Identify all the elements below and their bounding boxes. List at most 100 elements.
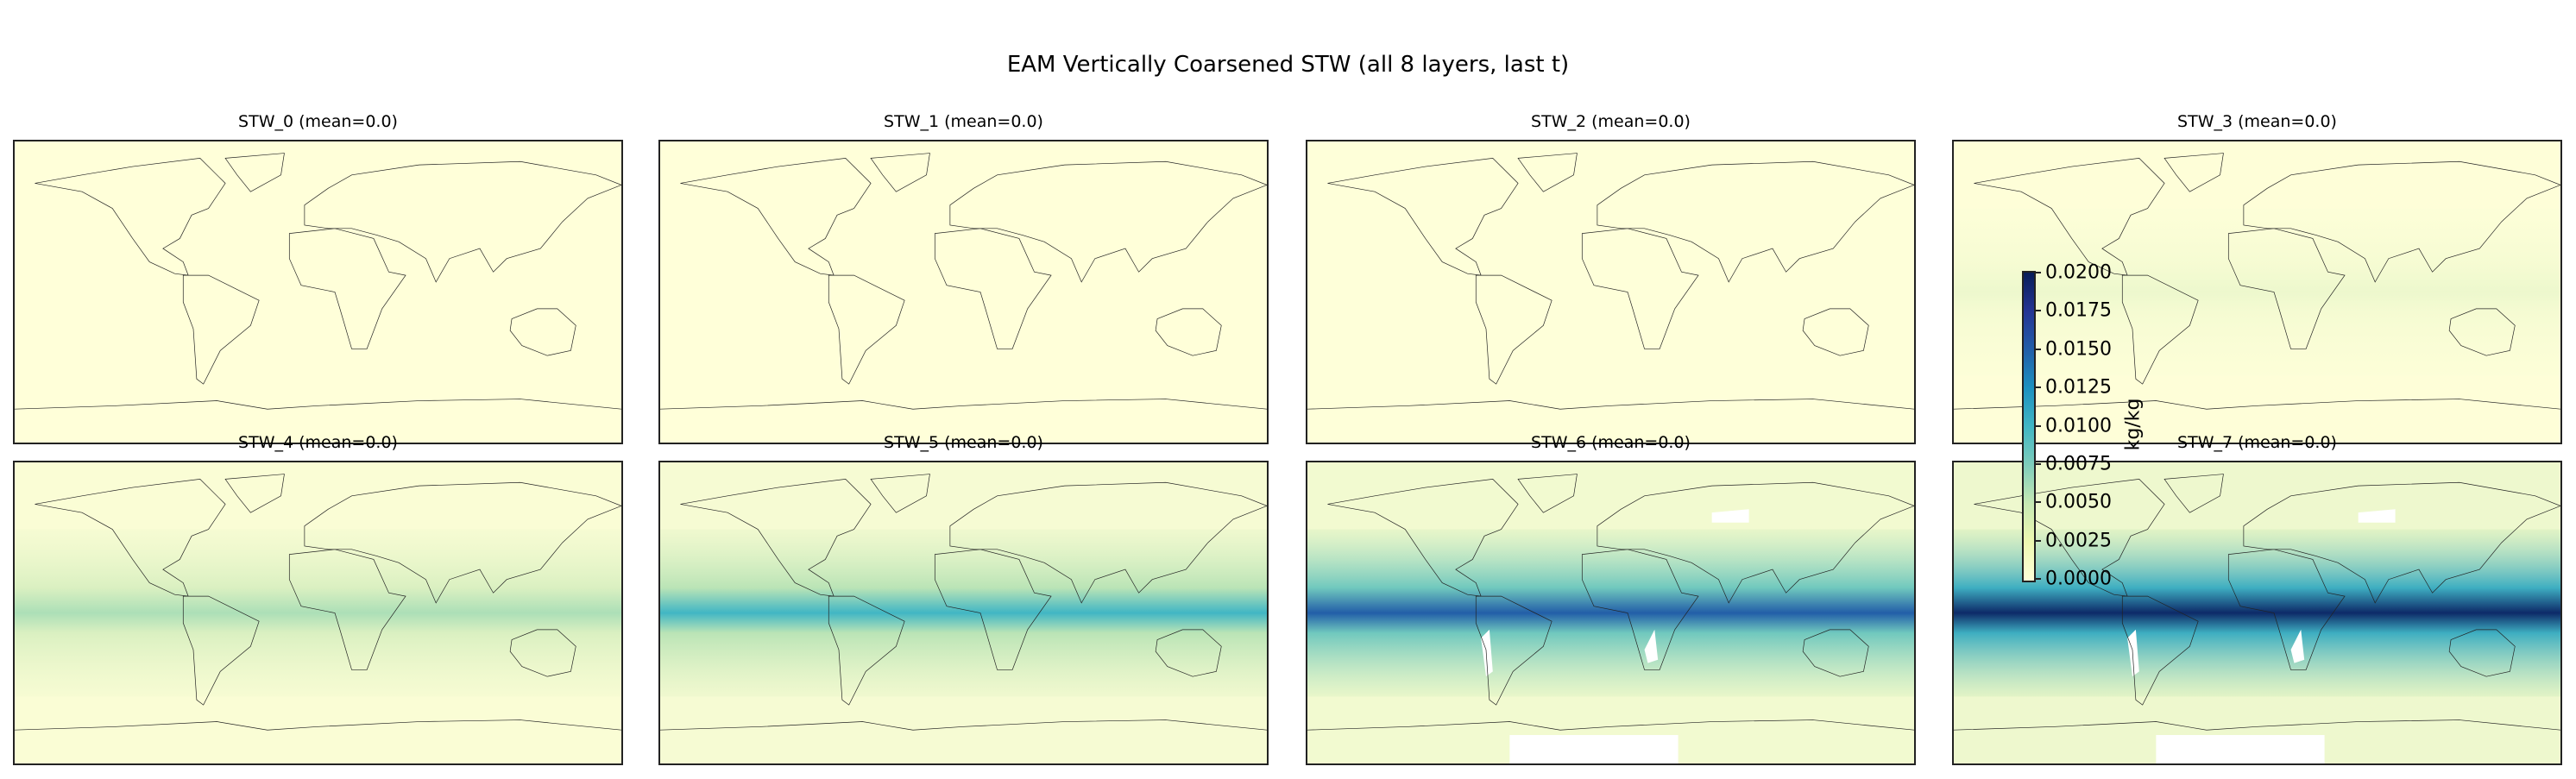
background-field bbox=[15, 141, 621, 443]
map-canvas bbox=[1307, 462, 1914, 763]
colorbar-tick-label: 0.0200 bbox=[2045, 261, 2112, 284]
coastline bbox=[304, 481, 621, 604]
coastline bbox=[1475, 595, 1553, 706]
colorbar-tick bbox=[2034, 462, 2041, 465]
map-canvas bbox=[15, 141, 621, 443]
colorbar-tick bbox=[2034, 348, 2041, 350]
colorbar-tick-label: 0.0050 bbox=[2045, 491, 2112, 513]
map-panel-stw-6: STW_6 (mean=0.0) bbox=[1306, 433, 1916, 765]
coastline bbox=[2163, 153, 2224, 192]
panel-title: STW_6 (mean=0.0) bbox=[1531, 433, 1691, 452]
map-canvas bbox=[1307, 141, 1914, 443]
coastline bbox=[1155, 629, 1222, 677]
coastline bbox=[1954, 399, 2560, 410]
colorbar-tick bbox=[2034, 501, 2041, 504]
coastline bbox=[15, 399, 621, 410]
colorbar-tick-label: 0.0000 bbox=[2045, 568, 2112, 590]
colorbar-tick bbox=[2034, 424, 2041, 427]
coastline bbox=[2121, 274, 2199, 385]
map-canvas bbox=[660, 462, 1267, 763]
colorbar-tick bbox=[2034, 578, 2041, 580]
moisture-band bbox=[1307, 529, 1914, 697]
coastline bbox=[2227, 549, 2346, 670]
map-canvas bbox=[15, 462, 621, 763]
map bbox=[13, 461, 623, 765]
coastline bbox=[828, 595, 905, 706]
coastline bbox=[182, 595, 260, 706]
coastline bbox=[2243, 481, 2560, 604]
figure-title: EAM Vertically Coarsened STW (all 8 laye… bbox=[1006, 52, 1570, 78]
coastline bbox=[1597, 481, 1914, 604]
panel-title: STW_2 (mean=0.0) bbox=[1531, 112, 1691, 131]
coastline bbox=[949, 481, 1267, 604]
coastline bbox=[1974, 479, 2165, 597]
coastline bbox=[1475, 274, 1553, 385]
panel-title: STW_7 (mean=0.0) bbox=[2177, 433, 2337, 452]
map-panel-stw-0: STW_0 (mean=0.0) bbox=[13, 112, 623, 444]
coastline bbox=[1155, 308, 1222, 356]
map-panel-stw-4: STW_4 (mean=0.0) bbox=[13, 433, 623, 765]
moisture-band bbox=[1954, 208, 2560, 376]
background-field bbox=[1307, 141, 1914, 443]
coastline bbox=[2243, 160, 2560, 283]
moisture-band bbox=[1954, 529, 2560, 697]
coastline bbox=[680, 479, 872, 597]
map bbox=[13, 140, 623, 444]
coastline bbox=[934, 549, 1052, 670]
coastline bbox=[182, 274, 260, 385]
panel-title: STW_0 (mean=0.0) bbox=[238, 112, 398, 131]
colorbar bbox=[2022, 271, 2036, 582]
colorbar-tick-label: 0.0075 bbox=[2045, 453, 2112, 475]
colorbar-tick bbox=[2034, 310, 2041, 312]
map bbox=[1306, 461, 1916, 765]
coastline bbox=[1581, 549, 1699, 670]
coastline bbox=[35, 479, 226, 597]
map-panel-stw-7: STW_7 (mean=0.0) bbox=[1952, 433, 2562, 765]
missing-data-patch bbox=[1509, 735, 1678, 763]
coastline bbox=[1307, 399, 1914, 410]
panel-title: STW_5 (mean=0.0) bbox=[884, 433, 1043, 452]
coastline bbox=[224, 474, 285, 513]
map-canvas bbox=[1954, 141, 2560, 443]
coastline bbox=[680, 158, 872, 276]
map bbox=[1952, 461, 2562, 765]
coastline bbox=[1327, 158, 1519, 276]
colorbar-tick bbox=[2034, 272, 2041, 273]
colorbar-tick-label: 0.0025 bbox=[2045, 530, 2112, 552]
coastline bbox=[35, 158, 226, 276]
missing-data-patch bbox=[2156, 735, 2325, 763]
coastline bbox=[2227, 228, 2346, 349]
coastline bbox=[1517, 153, 1578, 192]
coastline bbox=[2121, 595, 2199, 706]
coastline bbox=[934, 228, 1052, 349]
panel-title: STW_4 (mean=0.0) bbox=[238, 433, 398, 452]
coastline bbox=[224, 153, 285, 192]
coastline bbox=[870, 153, 930, 192]
colorbar-tick bbox=[2034, 539, 2041, 542]
coastline bbox=[1802, 629, 1869, 677]
moisture-band bbox=[660, 529, 1267, 697]
coastline bbox=[2448, 308, 2516, 356]
map bbox=[658, 140, 1269, 444]
map-panel-stw-1: STW_1 (mean=0.0) bbox=[658, 112, 1269, 444]
coastline bbox=[288, 228, 406, 349]
coastline bbox=[660, 399, 1267, 410]
moisture-band bbox=[15, 529, 621, 697]
background-field bbox=[660, 141, 1267, 443]
colorbar-tick-label: 0.0125 bbox=[2045, 376, 2112, 399]
coastline bbox=[828, 274, 905, 385]
coastline bbox=[15, 719, 621, 731]
colorbar-tick-label: 0.0150 bbox=[2045, 338, 2112, 361]
map-panel-stw-2: STW_2 (mean=0.0) bbox=[1306, 112, 1916, 444]
coastline bbox=[1307, 719, 1914, 731]
map bbox=[1306, 140, 1916, 444]
coastline bbox=[1327, 479, 1519, 597]
coastline bbox=[1954, 719, 2560, 731]
colorbar-tick bbox=[2034, 386, 2041, 389]
coastline bbox=[1597, 160, 1914, 283]
coastline bbox=[949, 160, 1267, 283]
map-canvas bbox=[1954, 462, 2560, 763]
coastline bbox=[1517, 474, 1578, 513]
colorbar-tick-label: 0.0100 bbox=[2045, 415, 2112, 437]
